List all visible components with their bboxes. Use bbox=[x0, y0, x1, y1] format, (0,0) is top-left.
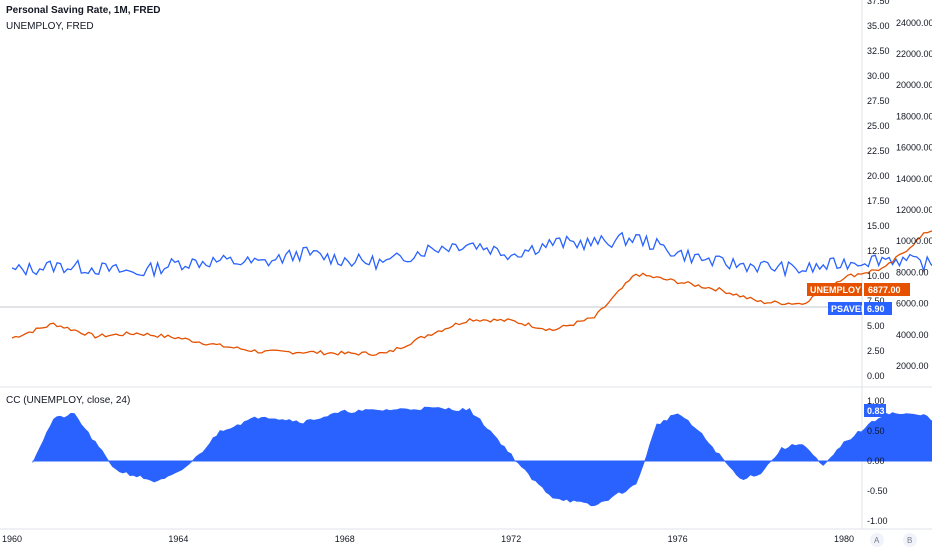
unemploy-tick-label: 8000.00 bbox=[896, 267, 929, 277]
scale-a-label[interactable]: A bbox=[874, 536, 880, 545]
psavert-value-text: 6.90 bbox=[867, 304, 885, 314]
scale-b-button[interactable]: B bbox=[903, 533, 917, 547]
cc-tick-label: -1.00 bbox=[867, 516, 888, 526]
cc-value-text: 0.83 bbox=[867, 406, 885, 416]
legend-title[interactable]: Personal Saving Rate, 1M, FRED bbox=[6, 5, 161, 16]
cc-tick-label: -0.50 bbox=[867, 486, 888, 496]
time-tick-label: 1968 bbox=[335, 534, 355, 544]
psavert-tick-label: 15.00 bbox=[867, 221, 890, 231]
scale-b-label[interactable]: B bbox=[907, 536, 912, 545]
series-layer bbox=[11, 230, 932, 357]
time-tick-label: 1972 bbox=[501, 534, 521, 544]
psavert-tick-label: 7.50 bbox=[867, 296, 885, 306]
psavert-value-bg bbox=[864, 302, 892, 315]
unemploy-tick-label: 20000.00 bbox=[896, 80, 932, 90]
cc-value-bg bbox=[864, 404, 886, 417]
time-tick-label: 1976 bbox=[668, 534, 688, 544]
psavert-tick-label: 20.00 bbox=[867, 171, 890, 181]
psavert-badge: PSAVERT bbox=[828, 302, 873, 315]
time-tick-label: 1980 bbox=[834, 534, 854, 544]
time-tick-label: 1964 bbox=[168, 534, 188, 544]
psavert-tick-label: 37.50 bbox=[867, 0, 890, 6]
legend-indicator[interactable]: CC (UNEMPLOY, close, 24) bbox=[6, 395, 130, 406]
time-axis[interactable]: 1960196419681972197619801984198819921996… bbox=[2, 534, 932, 544]
psavert-tick-label: 2.50 bbox=[867, 346, 885, 356]
unemploy-tick-label: 16000.00 bbox=[896, 143, 932, 153]
psavert-tick-label: 27.50 bbox=[867, 96, 890, 106]
cc-area bbox=[32, 406, 932, 507]
cc-tick-label: 1.00 bbox=[867, 396, 885, 406]
unemploy-tick-label: 24000.00 bbox=[896, 18, 932, 28]
unemploy-tick-label: 18000.00 bbox=[896, 111, 932, 121]
psavert-badge-label: PSAVERT bbox=[831, 304, 873, 314]
unemploy-badge-bg bbox=[807, 283, 862, 296]
psavert-tick-label: 17.50 bbox=[867, 196, 890, 206]
unemploy-value-badge: 6877.00 bbox=[864, 283, 910, 296]
scale-a-button[interactable]: A bbox=[870, 533, 884, 547]
psavert-value-badge: 6.90 bbox=[864, 302, 892, 315]
scale-a-bg[interactable] bbox=[870, 533, 884, 547]
psavert-tick-label: 35.00 bbox=[867, 21, 890, 31]
psavert-tick-label: 0.00 bbox=[867, 371, 885, 381]
psavert-badge-bg bbox=[828, 302, 862, 315]
psavert-tick-label: 22.50 bbox=[867, 146, 890, 156]
psavert-series-line bbox=[11, 231, 932, 279]
unemploy-value-bg bbox=[864, 283, 910, 296]
unemploy-tick-label: 12000.00 bbox=[896, 205, 932, 215]
unemploy-badge: UNEMPLOY bbox=[807, 283, 862, 296]
cc-value-badge: 0.83 bbox=[864, 404, 886, 417]
cc-tick-label: 0.00 bbox=[867, 456, 885, 466]
unemploy-tick-label: 2000.00 bbox=[896, 361, 929, 371]
price-axis-right[interactable]: 37.50 35.00 32.50 30.00 27.50 25.00 22.50 20.00… bbox=[867, 0, 932, 526]
psavert-tick-label: 25.00 bbox=[867, 121, 890, 131]
unemploy-tick-label: 10000.00 bbox=[896, 236, 932, 246]
unemploy-tick-label: 22000.00 bbox=[896, 49, 932, 59]
unemploy-value-text: 6877.00 bbox=[868, 285, 901, 295]
psavert-tick-label: 32.50 bbox=[867, 46, 890, 56]
unemploy-tick-label: 4000.00 bbox=[896, 330, 929, 340]
psavert-tick-label: 12.50 bbox=[867, 246, 890, 256]
psavert-tick-label: 10.00 bbox=[867, 271, 890, 281]
psavert-tick-label: 30.00 bbox=[867, 71, 890, 81]
time-tick-label: 1960 bbox=[2, 534, 22, 544]
unemploy-tick-label: 14000.00 bbox=[896, 174, 932, 184]
legend-second-series[interactable]: UNEMPLOY, FRED bbox=[6, 21, 94, 32]
unemploy-badge-label: UNEMPLOY bbox=[810, 285, 861, 295]
scale-b-bg[interactable] bbox=[903, 533, 917, 547]
unemploy-tick-label: 6000.00 bbox=[896, 299, 929, 309]
unemploy-series-line bbox=[11, 230, 932, 357]
cc-tick-label: 0.50 bbox=[867, 426, 885, 436]
cc-area-layer bbox=[32, 406, 932, 507]
psavert-tick-label: 5.00 bbox=[867, 321, 885, 331]
